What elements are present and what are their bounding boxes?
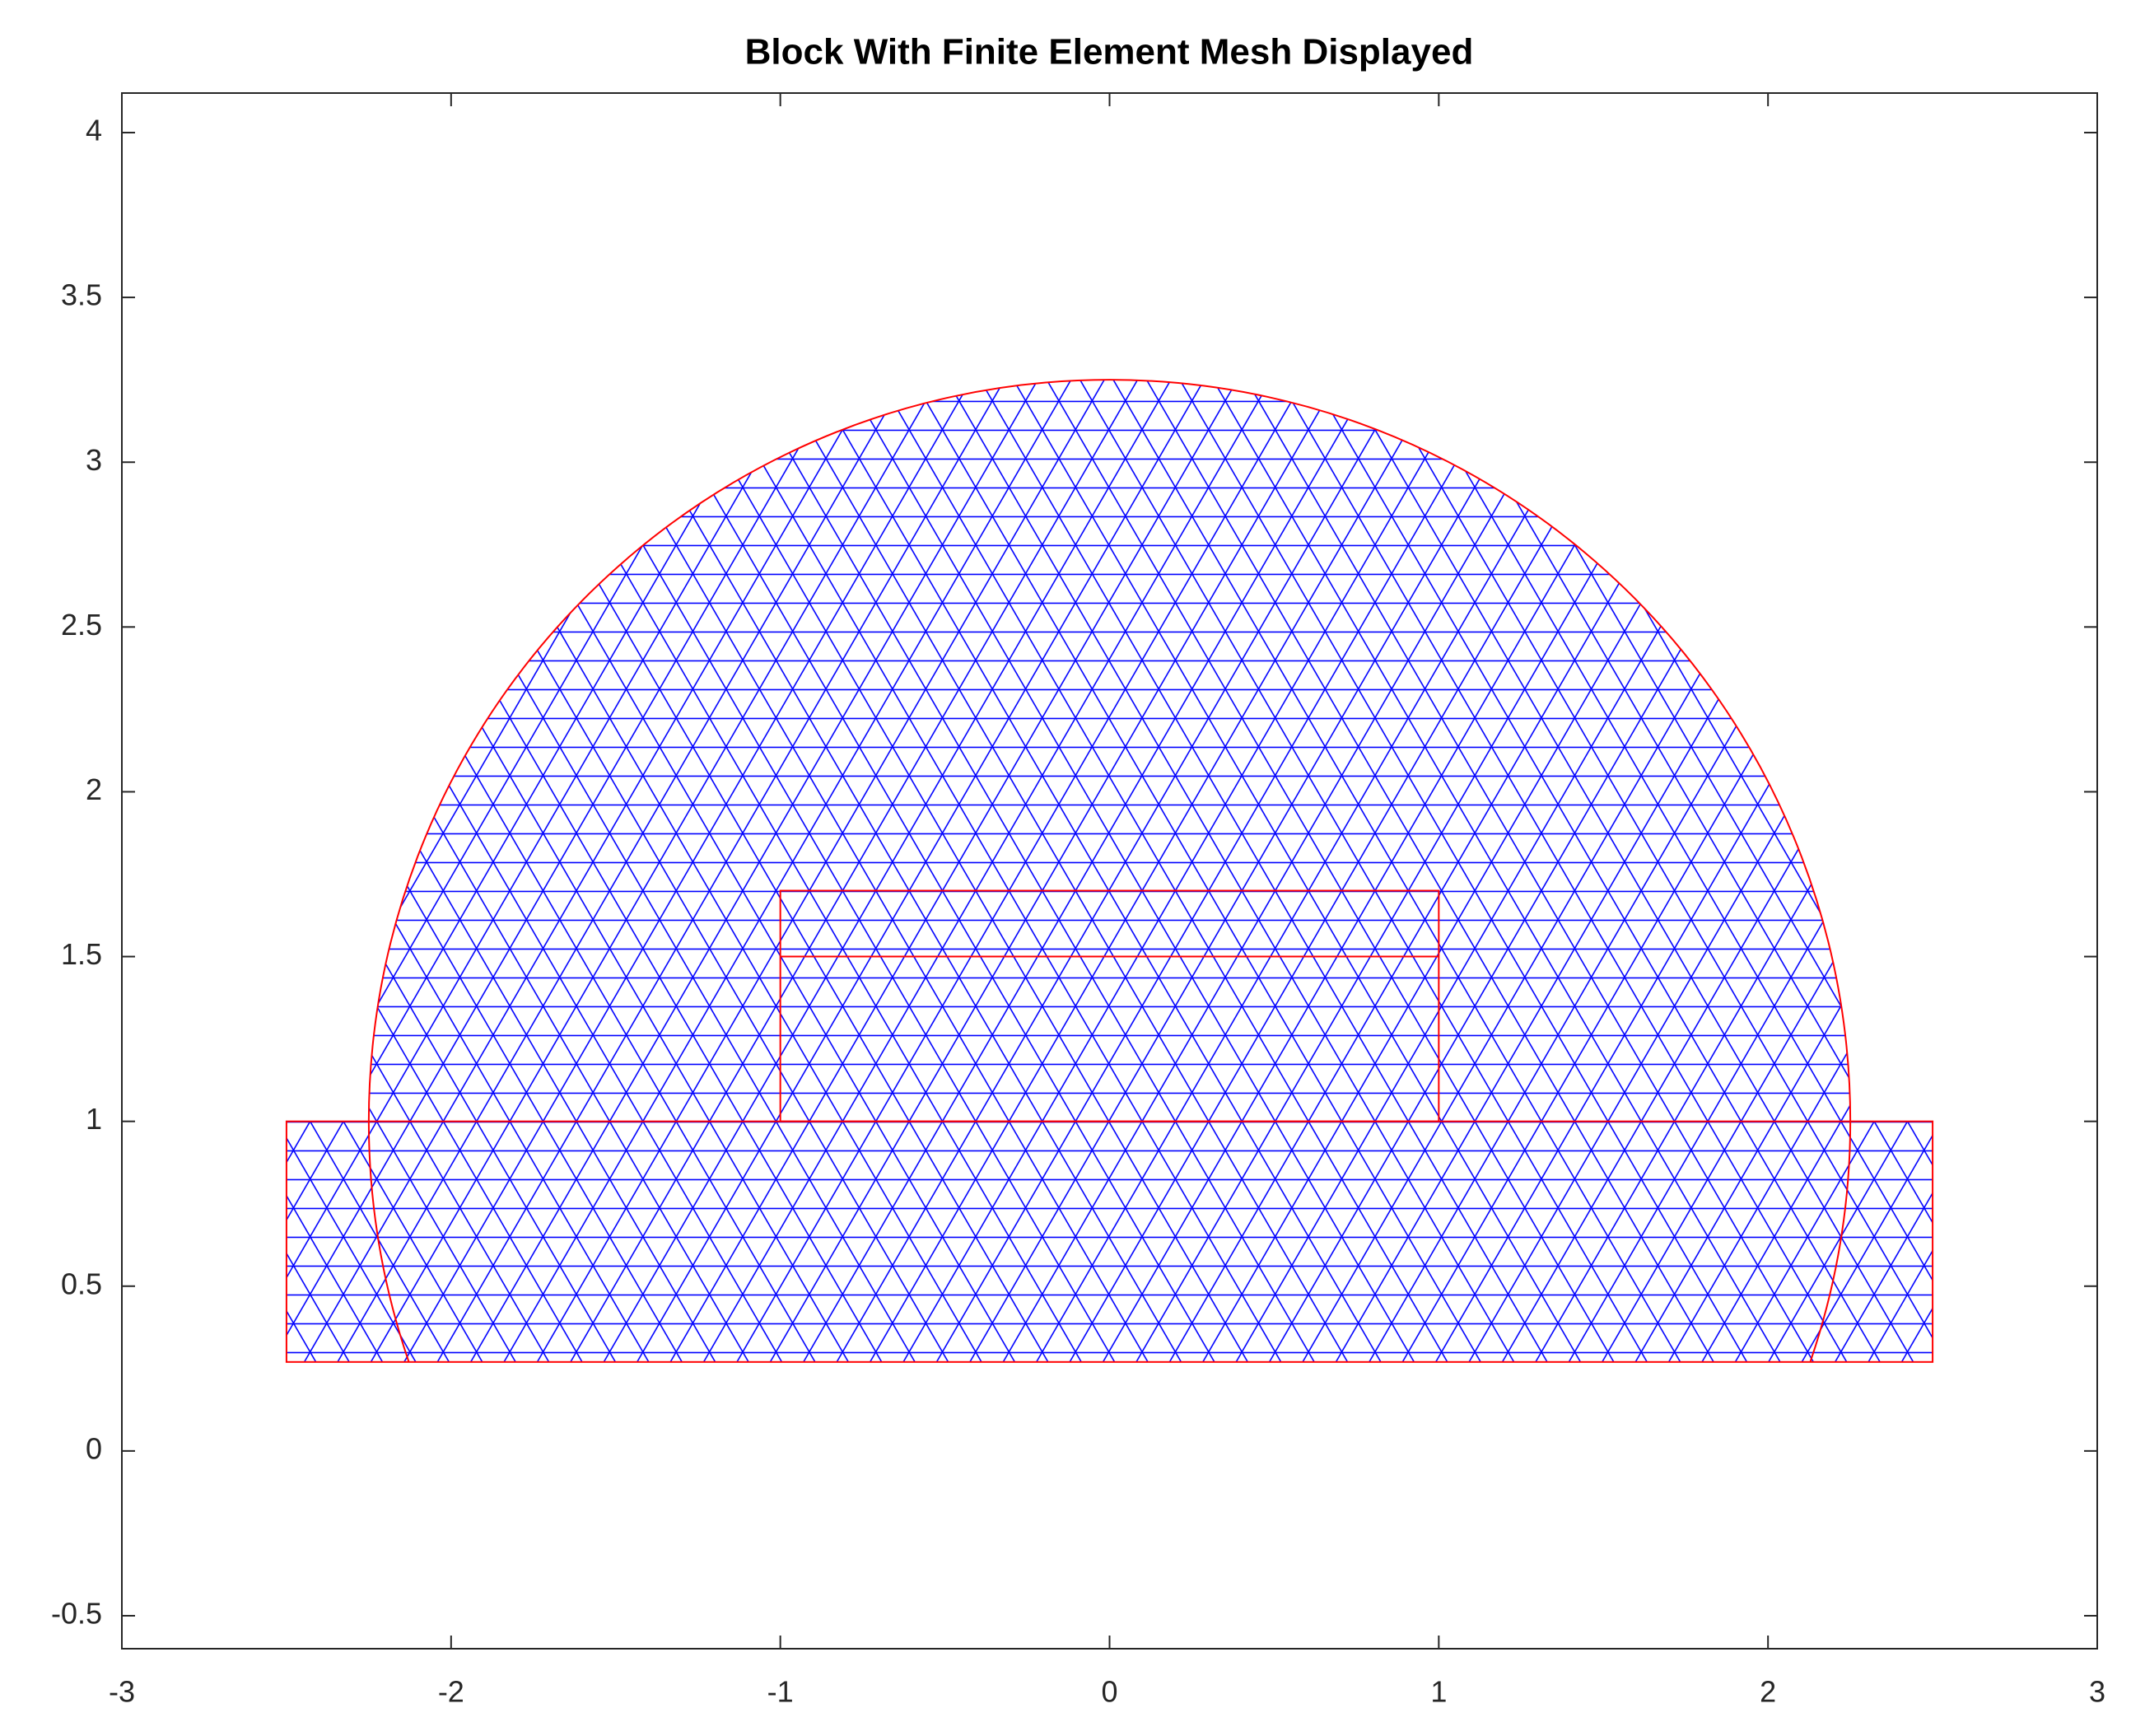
y-tick-label: 3.5 [61, 278, 102, 312]
y-tick-label: 1.5 [61, 937, 102, 971]
x-tick-label: 2 [1760, 1675, 1776, 1709]
chart-title: Block With Finite Element Mesh Displayed [745, 32, 1474, 72]
x-tick-label: -1 [767, 1675, 794, 1709]
y-tick-label: 2 [86, 772, 102, 806]
y-tick-label: 0.5 [61, 1267, 102, 1300]
y-tick-label: -0.5 [51, 1596, 102, 1630]
y-tick-label: 2.5 [61, 608, 102, 642]
block-edge [779, 889, 1440, 1122]
y-tick-label: 0 [86, 1431, 102, 1465]
y-tick-label: 3 [86, 443, 102, 477]
x-tick-label: -2 [438, 1675, 464, 1709]
y-tick-label: 1 [86, 1102, 102, 1136]
x-tick-label: 3 [2089, 1675, 2105, 1709]
x-tick-label: -3 [109, 1675, 135, 1709]
y-tick-label: 4 [86, 114, 102, 147]
x-tick-label: 1 [1430, 1675, 1447, 1709]
x-tick-label: 0 [1101, 1675, 1117, 1709]
arc-edge [367, 379, 1852, 1363]
